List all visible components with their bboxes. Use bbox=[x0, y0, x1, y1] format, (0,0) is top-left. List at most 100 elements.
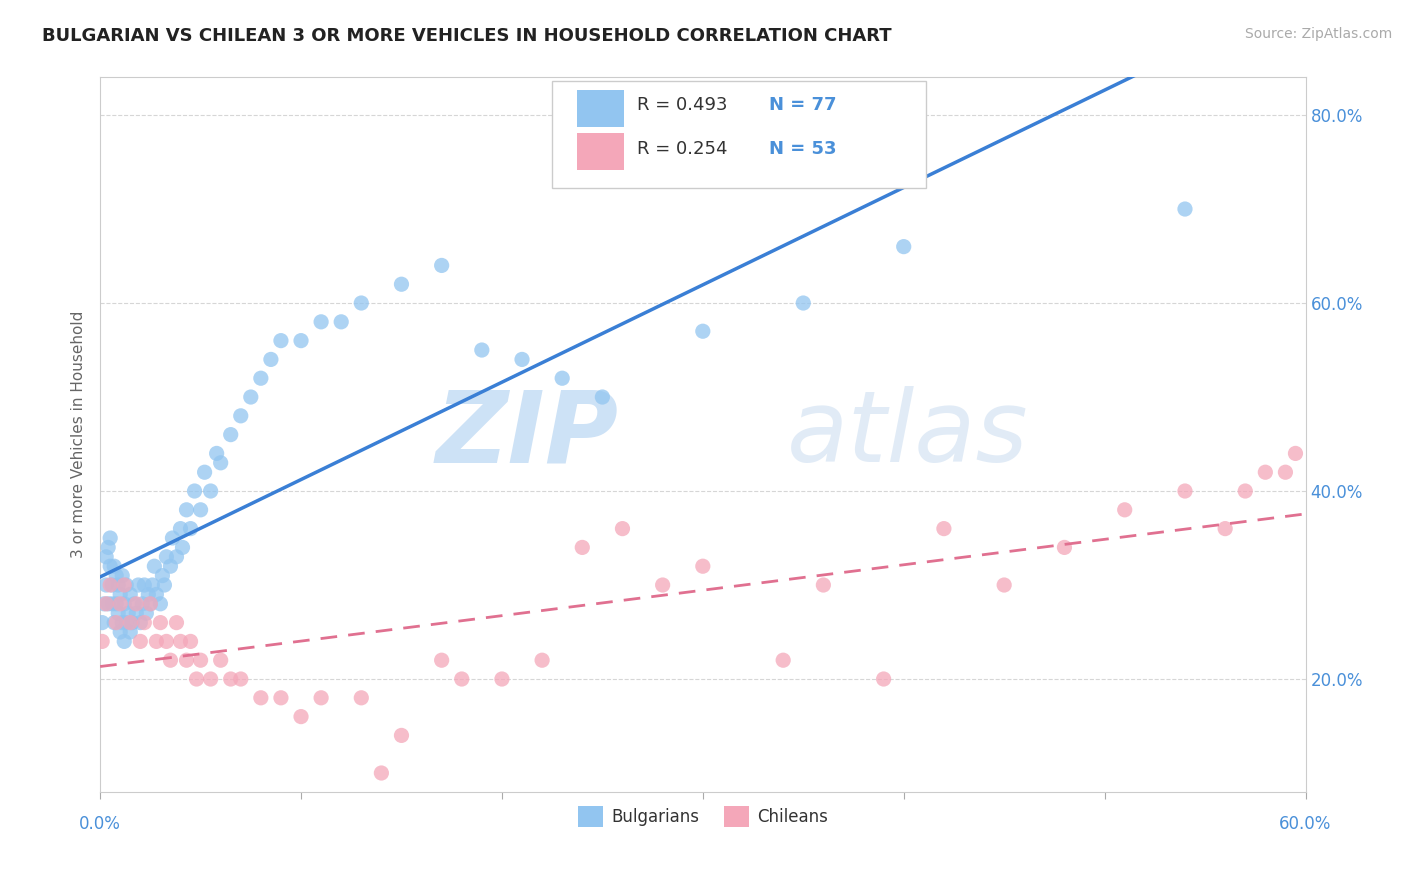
Point bbox=[155, 549, 177, 564]
Point bbox=[219, 672, 242, 686]
Point bbox=[105, 615, 128, 630]
Point bbox=[350, 296, 373, 310]
Point bbox=[692, 324, 714, 338]
Point bbox=[153, 578, 176, 592]
Point bbox=[143, 559, 166, 574]
Point bbox=[107, 578, 129, 592]
Point bbox=[330, 315, 353, 329]
Point bbox=[309, 315, 332, 329]
Point bbox=[135, 606, 157, 620]
Point bbox=[290, 334, 312, 348]
Point bbox=[239, 390, 262, 404]
Point bbox=[571, 541, 593, 555]
Text: 0.0%: 0.0% bbox=[79, 815, 121, 833]
Point bbox=[97, 597, 120, 611]
Point bbox=[129, 615, 152, 630]
Point bbox=[772, 653, 794, 667]
Point bbox=[932, 522, 955, 536]
Point bbox=[125, 606, 148, 620]
Point bbox=[180, 522, 202, 536]
Text: ZIP: ZIP bbox=[436, 386, 619, 483]
Point bbox=[159, 559, 181, 574]
Point bbox=[186, 672, 208, 686]
Point bbox=[200, 483, 222, 498]
Point bbox=[107, 606, 129, 620]
Point bbox=[98, 531, 121, 545]
Point bbox=[112, 578, 135, 592]
Point bbox=[1234, 483, 1257, 498]
FancyBboxPatch shape bbox=[578, 133, 624, 170]
Point bbox=[813, 578, 835, 592]
Point bbox=[125, 597, 148, 611]
Point bbox=[91, 615, 114, 630]
Point bbox=[101, 578, 124, 592]
Point bbox=[149, 597, 172, 611]
Legend: Bulgarians, Chileans: Bulgarians, Chileans bbox=[571, 800, 835, 833]
Point bbox=[112, 634, 135, 648]
Point bbox=[309, 690, 332, 705]
Text: 60.0%: 60.0% bbox=[1279, 815, 1331, 833]
Point bbox=[111, 615, 134, 630]
Point bbox=[430, 259, 453, 273]
Point bbox=[145, 587, 167, 601]
Point bbox=[1174, 483, 1197, 498]
Point bbox=[105, 568, 128, 582]
Point bbox=[110, 597, 132, 611]
Text: N = 53: N = 53 bbox=[769, 140, 837, 158]
Point bbox=[149, 615, 172, 630]
Point bbox=[115, 578, 138, 592]
Point bbox=[692, 559, 714, 574]
Point bbox=[139, 597, 162, 611]
Point bbox=[131, 597, 153, 611]
Point bbox=[139, 597, 162, 611]
Point bbox=[159, 653, 181, 667]
Point bbox=[219, 427, 242, 442]
Text: R = 0.493: R = 0.493 bbox=[637, 95, 727, 113]
Point bbox=[1114, 503, 1136, 517]
Point bbox=[152, 568, 174, 582]
Point bbox=[138, 587, 160, 601]
Point bbox=[1254, 465, 1277, 479]
Point bbox=[166, 615, 188, 630]
Point bbox=[551, 371, 574, 385]
Point bbox=[792, 296, 814, 310]
Text: R = 0.254: R = 0.254 bbox=[637, 140, 727, 158]
Point bbox=[612, 522, 634, 536]
Point bbox=[1284, 446, 1306, 460]
Point bbox=[190, 503, 212, 517]
FancyBboxPatch shape bbox=[578, 90, 624, 128]
Point bbox=[350, 690, 373, 705]
Point bbox=[110, 587, 132, 601]
Point bbox=[169, 522, 191, 536]
Point bbox=[134, 615, 156, 630]
Point bbox=[117, 606, 139, 620]
Point bbox=[112, 597, 135, 611]
Point bbox=[510, 352, 533, 367]
Point bbox=[1174, 202, 1197, 216]
Point bbox=[190, 653, 212, 667]
Point bbox=[176, 653, 198, 667]
Point bbox=[124, 597, 146, 611]
Point bbox=[176, 503, 198, 517]
Text: atlas: atlas bbox=[787, 386, 1029, 483]
Point bbox=[370, 766, 392, 780]
Text: BULGARIAN VS CHILEAN 3 OR MORE VEHICLES IN HOUSEHOLD CORRELATION CHART: BULGARIAN VS CHILEAN 3 OR MORE VEHICLES … bbox=[42, 27, 891, 45]
Point bbox=[260, 352, 283, 367]
Point bbox=[141, 578, 163, 592]
Point bbox=[115, 615, 138, 630]
Point bbox=[651, 578, 673, 592]
Point bbox=[96, 549, 118, 564]
Point bbox=[155, 634, 177, 648]
Point bbox=[893, 239, 915, 253]
Point bbox=[229, 672, 252, 686]
Point bbox=[129, 634, 152, 648]
Point bbox=[430, 653, 453, 667]
Point bbox=[229, 409, 252, 423]
Point bbox=[91, 634, 114, 648]
Point bbox=[145, 634, 167, 648]
Point bbox=[103, 615, 125, 630]
Point bbox=[172, 541, 194, 555]
Point bbox=[270, 690, 292, 705]
Point bbox=[531, 653, 554, 667]
Point bbox=[111, 568, 134, 582]
